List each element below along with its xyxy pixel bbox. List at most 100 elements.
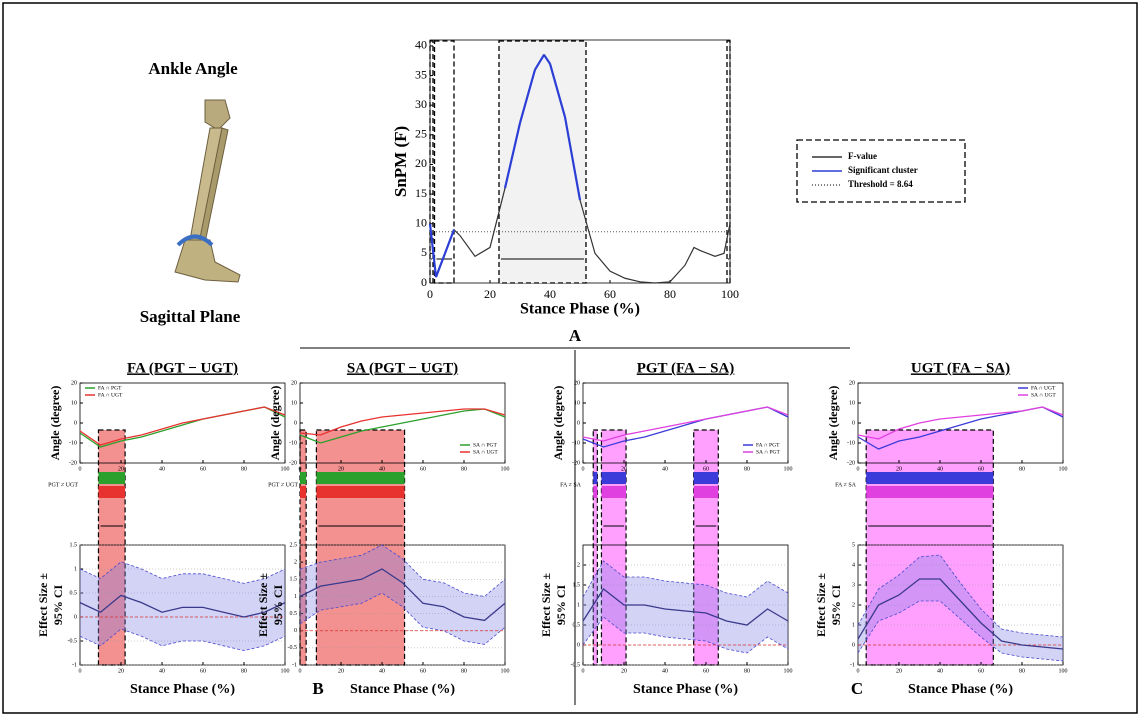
effect-line: [79, 594, 286, 618]
panel-label: C: [851, 679, 863, 698]
ci-edge: [582, 560, 789, 598]
panel-title: SA (PGT − UGT): [347, 360, 458, 376]
ci-band: [300, 545, 505, 645]
y-tick-label: -20: [289, 460, 297, 466]
x-tick-label: 60: [703, 668, 709, 674]
cluster-segment: [503, 122, 522, 189]
x-tick-label: 80: [664, 287, 676, 301]
x-tick-label: 100: [281, 466, 290, 472]
significance-bar: [300, 486, 307, 498]
x-tick-label: 0: [582, 668, 585, 674]
y-tick-label: 15: [415, 186, 427, 200]
ci-edge: [79, 628, 286, 652]
y-tick-label: 1: [852, 622, 855, 628]
ci-band: [80, 561, 285, 651]
y-tick-label: 0: [577, 420, 580, 426]
y-tick-label: 0: [852, 420, 855, 426]
ci-band: [858, 555, 1063, 661]
x-tick-label: 60: [420, 466, 426, 472]
y-tick-label: 2.5: [290, 542, 298, 548]
x-tick-label: 20: [896, 668, 902, 674]
y-tick-label: 10: [574, 400, 580, 406]
significance-label: PGT ≠ UGT: [268, 482, 298, 488]
x-tick-label: 100: [501, 668, 510, 674]
angle-line: [299, 408, 506, 444]
y-tick-label: 5: [421, 245, 427, 259]
legend-label: FA ∩ UGT: [1031, 385, 1056, 391]
y-tick-label: 35: [415, 67, 427, 81]
y-tick-label: 4: [852, 562, 855, 568]
y-tick-label: 0.5: [70, 590, 78, 596]
y-tick-label: -0.5: [571, 662, 581, 668]
cluster-region: [315, 429, 406, 666]
x-tick-label: 100: [281, 668, 290, 674]
y-tick-label: -20: [847, 460, 855, 466]
x-tick-label: 100: [501, 466, 510, 472]
y-tick-label: -20: [69, 460, 77, 466]
significance-bar: [316, 472, 405, 484]
cluster-box: [726, 40, 731, 284]
x-axis-label: Stance Phase (%): [130, 682, 235, 697]
y-tick-label: -1: [850, 662, 855, 668]
y-tick-label: 0.5: [290, 611, 298, 617]
x-tick-label: 0: [582, 466, 585, 472]
y-tick-label: 0.5: [573, 622, 581, 628]
angle-line: [79, 406, 286, 446]
y-tick-label: 40: [415, 38, 427, 52]
y-axis-label: Effect Size ±: [814, 573, 828, 637]
x-tick-label: 0: [79, 668, 82, 674]
x-tick-label: 0: [299, 466, 302, 472]
significance-bar: [98, 472, 126, 484]
x-tick-label: 40: [937, 668, 943, 674]
y-tick-label: -1: [292, 662, 297, 668]
y-tick-label: 0: [421, 275, 427, 289]
significance-label: FA ≠ SA: [560, 482, 582, 488]
x-tick-label: 0: [857, 466, 860, 472]
significance-bar: [98, 486, 126, 498]
legend-label: SA ∩ PGT: [473, 442, 497, 448]
x-tick-label: 40: [159, 668, 165, 674]
y-tick-label: 2: [852, 602, 855, 608]
x-tick-label: 20: [621, 668, 627, 674]
y-tick-label: 20: [291, 380, 297, 386]
x-tick-label: 100: [721, 287, 739, 301]
y-tick-label: 1: [74, 566, 77, 572]
x-tick-label: 60: [200, 668, 206, 674]
ci-edge: [582, 616, 789, 654]
cluster-segment: [434, 252, 447, 278]
angle-line: [299, 408, 506, 436]
ci-band: [583, 561, 788, 653]
x-tick-label: 60: [978, 466, 984, 472]
x-axis-label: Stance Phase (%): [350, 682, 455, 697]
x-tick-label: 80: [1019, 668, 1025, 674]
y-tick-label: 0: [74, 420, 77, 426]
significance-label: FA ≠ SA: [835, 482, 857, 488]
y-tick-label: 1: [577, 602, 580, 608]
ci-edge: [857, 554, 1064, 638]
angle-line: [857, 406, 1064, 440]
x-tick-label: 20: [896, 466, 902, 472]
cluster-region: [299, 429, 307, 666]
ci-edge: [857, 600, 1064, 662]
y-tick-label: 0: [294, 628, 297, 634]
cluster-region: [600, 429, 627, 666]
y-tick-label: 10: [291, 400, 297, 406]
significance-bar: [601, 472, 627, 484]
x-tick-label: 60: [604, 287, 616, 301]
y-tick-label: -10: [69, 440, 77, 446]
cluster-segment: [534, 54, 545, 71]
x-tick-label: 0: [857, 668, 860, 674]
y-axis-label: Angle (degree): [826, 386, 840, 461]
legend-label: FA ∩ PGT: [98, 385, 122, 391]
x-tick-label: 80: [744, 668, 750, 674]
y-tick-label: -10: [572, 440, 580, 446]
y-tick-label: -1: [72, 662, 77, 668]
y-axis-label: 95% CI: [829, 585, 843, 626]
legend-label: Threshold = 8.64: [848, 179, 913, 189]
left-subtitle: Sagittal Plane: [140, 307, 241, 326]
x-tick-label: 40: [379, 466, 385, 472]
y-tick-label: 0: [577, 642, 580, 648]
significance-bar: [693, 472, 719, 484]
y-tick-label: 0: [294, 420, 297, 426]
y-tick-label: 1.5: [573, 582, 581, 588]
